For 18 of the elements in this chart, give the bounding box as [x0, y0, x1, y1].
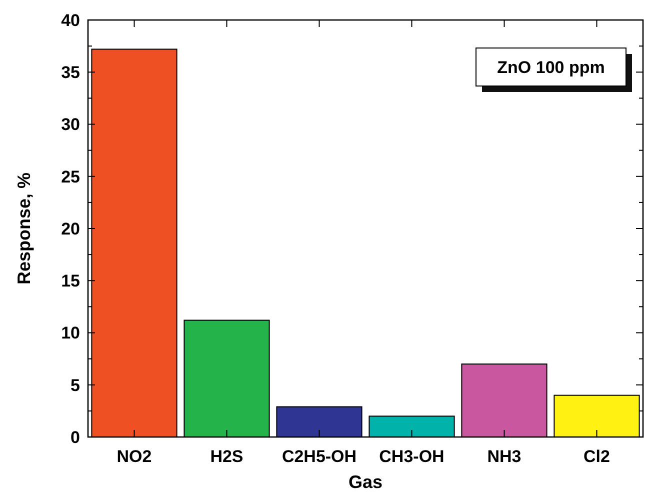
x-tick-label: NO2: [116, 447, 152, 466]
y-tick-label: 40: [61, 10, 80, 30]
y-tick-label: 20: [61, 219, 80, 238]
y-tick-label: 25: [61, 167, 80, 186]
x-tick-label: Cl2: [584, 447, 610, 466]
x-tick-label: C2H5-OH: [282, 447, 357, 466]
y-tick-label: 0: [70, 428, 80, 447]
annotation: ZnO 100 ppm: [497, 58, 605, 77]
x-tick-label: CH3-OH: [379, 447, 444, 466]
y-tick-label: 35: [61, 63, 80, 82]
y-tick-label: 10: [61, 324, 80, 343]
y-tick-label: 15: [61, 272, 80, 291]
x-tick-label: NH3: [487, 447, 522, 466]
x-axis-title: Gas: [348, 472, 383, 492]
y-axis-title: Response, %: [14, 172, 34, 285]
y-tick-label: 30: [61, 115, 80, 134]
x-tick-label: H2S: [210, 447, 244, 466]
y-tick-label: 5: [70, 376, 80, 395]
